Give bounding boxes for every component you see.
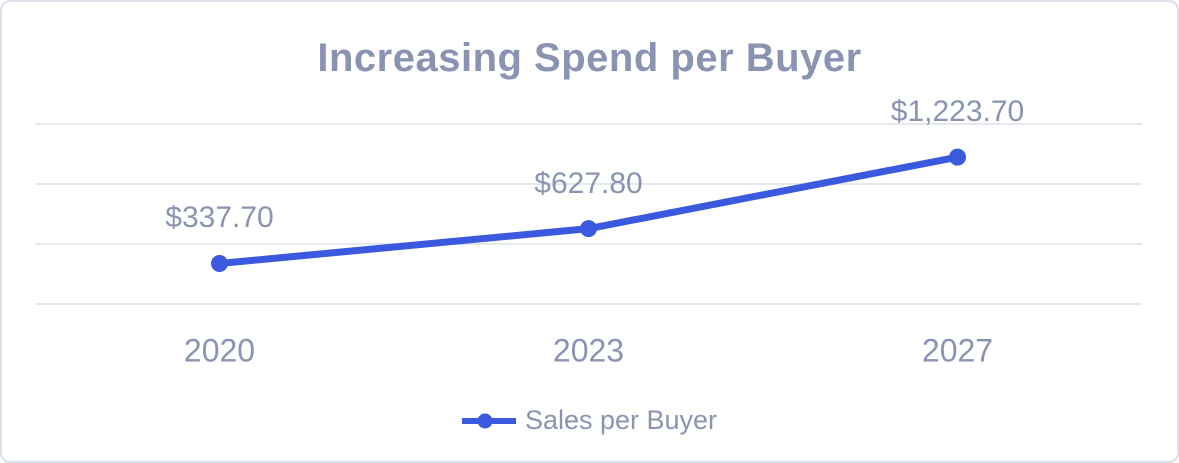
x-axis-tick-label: 2027 [921,332,994,369]
data-label: $1,223.70 [890,95,1025,129]
legend-marker-icon [461,413,516,428]
data-label: $627.80 [534,166,643,200]
data-point-marker [949,148,966,166]
data-point-marker [580,220,597,238]
data-label: $337.70 [165,201,274,235]
x-axis-tick-label: 2023 [552,332,625,369]
legend-label: Sales per Buyer [524,405,718,435]
data-point-marker [211,254,228,272]
x-axis-tick-label: 2020 [183,332,256,369]
legend: Sales per Buyer [2,405,1177,436]
